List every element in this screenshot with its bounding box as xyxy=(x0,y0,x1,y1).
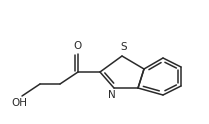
Text: O: O xyxy=(73,41,81,51)
Text: S: S xyxy=(121,43,127,52)
Text: OH: OH xyxy=(11,98,27,108)
Text: N: N xyxy=(108,90,116,100)
